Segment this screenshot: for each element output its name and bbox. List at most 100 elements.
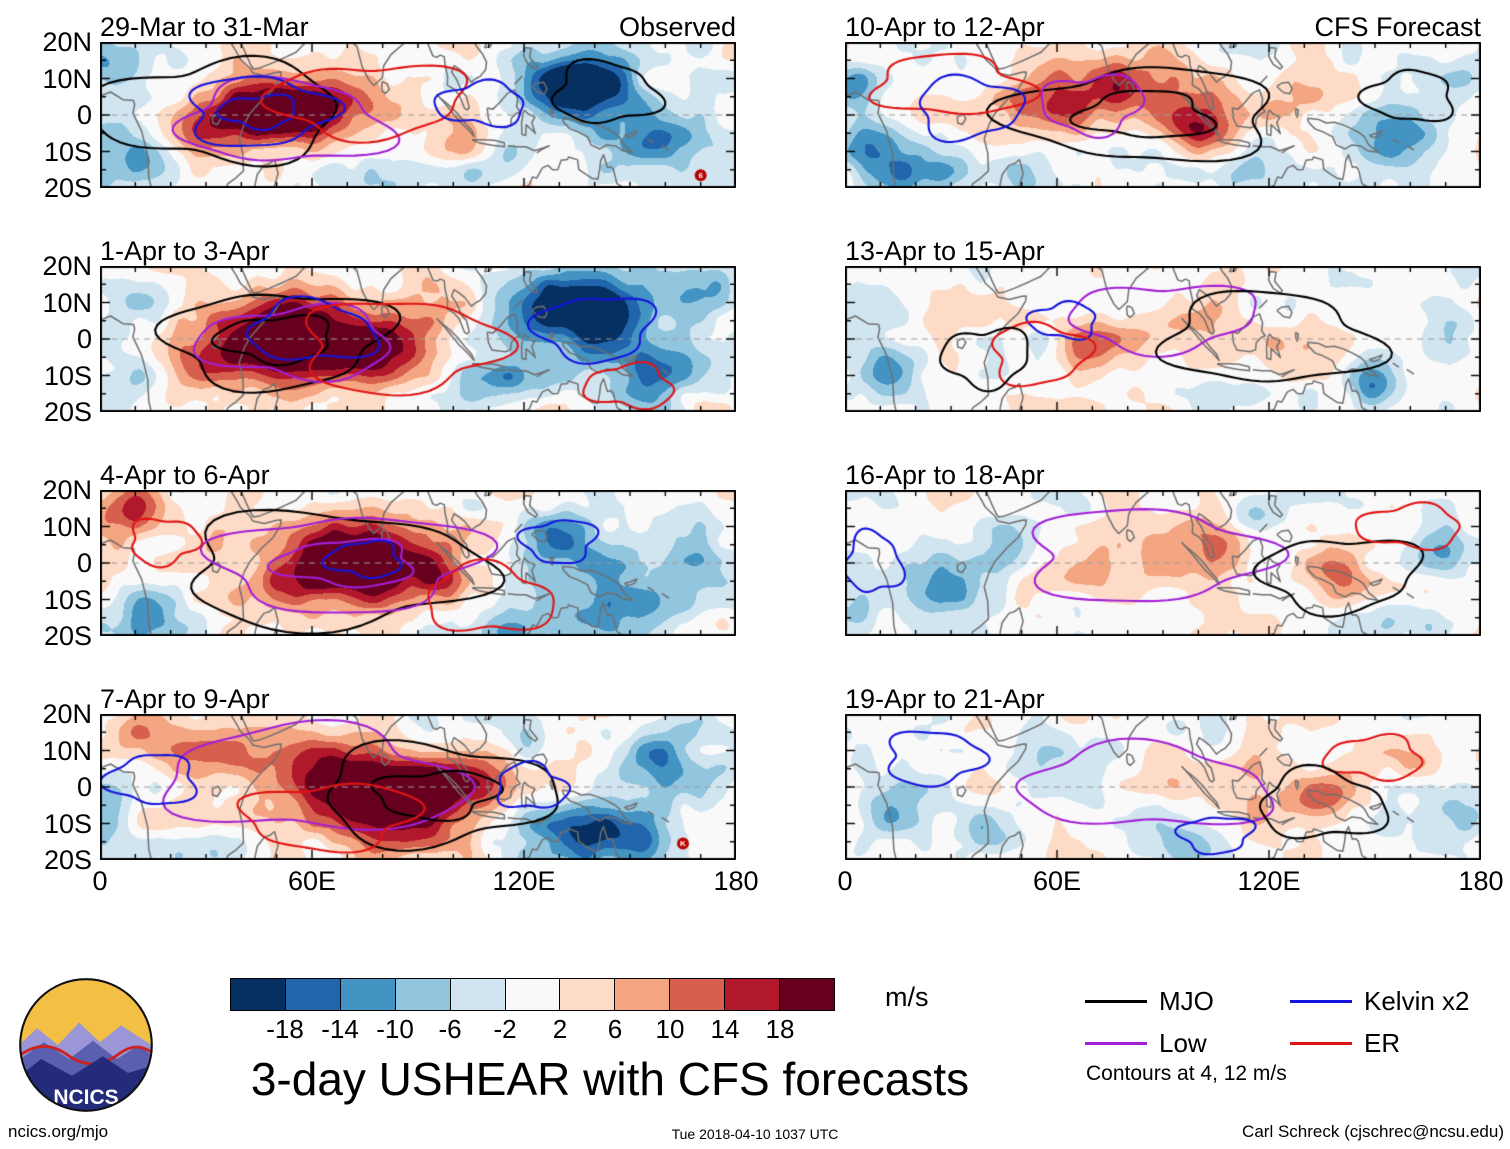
y-axis-label: 20S [43,397,92,427]
map-panel-canvas [100,266,736,412]
panel-title-row: 10-Apr to 12-Apr CFS Forecast [845,8,1481,42]
y-axis-label: 0 [76,100,92,130]
colorbar-segment [285,979,341,1010]
column-header-observed: Observed [618,12,736,42]
y-axis-label: 10S [43,136,92,167]
legend-item-er: ER [1290,1028,1495,1059]
colorbar-tick-label: 6 [607,1014,623,1044]
er-line-swatch [1290,1041,1352,1045]
contour-legend: MJO Kelvin x2 Low ER [1085,980,1505,1064]
map-panel-canvas [845,266,1481,412]
panel-title: 7-Apr to 9-Apr [100,684,270,714]
map-panel-canvas [100,714,736,860]
y-axis-label: 20S [43,621,92,651]
y-axis-label: 10N [42,511,92,542]
colorbar-tick-labels: -18 -14 -10 -6 -2 2 6 10 14 18 [230,1014,835,1044]
colorbar-tick-label: 2 [552,1014,568,1044]
panel-title-row: 19-Apr to 21-Apr [845,680,1481,714]
colorbar-unit-label: m/s [885,982,929,1012]
colorbar-segment [340,979,396,1010]
colorbar-segment [560,979,616,1010]
panel-title: 19-Apr to 21-Apr [845,684,1045,714]
x-axis-label: 0 [92,866,108,896]
legend-item-mjo: MJO [1085,986,1290,1017]
legend-label-mjo: MJO [1159,985,1214,1016]
panel-title-row: 16-Apr to 18-Apr [845,456,1481,490]
x-axis-label: 180 [713,866,759,896]
map-panel-canvas [845,42,1481,188]
column-header-forecast: CFS Forecast [1314,12,1481,42]
ncics-logo: NCICS [19,978,153,1112]
colorbar-tick-label: -6 [438,1014,462,1044]
map-panel-canvas [100,490,736,636]
legend-item-low: Low [1085,1028,1290,1059]
footer-url: ncics.org/mjo [8,1122,109,1141]
x-axis-label: 120E [492,866,556,896]
y-axis-label: 10S [43,808,92,839]
y-axis-label: 10S [43,360,92,391]
colorbar-segment [450,979,506,1010]
x-axis-label: 0 [837,866,853,896]
colorbar-segment [615,979,671,1010]
panel-title-row: 1-Apr to 3-Apr [100,232,736,266]
y-axis-label: 20N [42,251,92,281]
panel-title: 13-Apr to 15-Apr [845,236,1045,266]
colorbar-tick-label: -18 [266,1014,304,1044]
contour-levels-note: Contours at 4, 12 m/s [1086,1062,1287,1085]
colorbar-tick-label: -14 [321,1014,359,1044]
y-axis-label: 20N [42,27,92,57]
colorbar [230,978,835,1011]
colorbar-tick-label: 18 [765,1014,795,1044]
figure-title: 3-day USHEAR with CFS forecasts [250,1053,970,1105]
panel-title: 4-Apr to 6-Apr [100,460,270,490]
panel-title: 16-Apr to 18-Apr [845,460,1045,490]
colorbar-segment [231,979,286,1010]
panel-title: 29-Mar to 31-Mar [100,12,309,42]
footer-timestamp: Tue 2018-04-10 1037 UTC [671,1126,839,1142]
legend-label-low: Low [1159,1027,1207,1058]
y-axis-label: 20S [43,173,92,203]
map-panel-canvas [100,42,736,188]
panel-title-row: 13-Apr to 15-Apr [845,232,1481,266]
x-axis-label: 60E [1032,866,1082,896]
y-axis-label: 20S [43,845,92,875]
colorbar-segment [725,979,781,1010]
colorbar-tick-label: 14 [710,1014,740,1044]
panel-title-row: 29-Mar to 31-Mar Observed [100,8,736,42]
colorbar-segment [395,979,451,1010]
colorbar-tick-label: -2 [493,1014,517,1044]
legend-item-kelvin: Kelvin x2 [1290,986,1495,1017]
panel-title-row: 7-Apr to 9-Apr [100,680,736,714]
y-axis-label: 10N [42,63,92,94]
panel-title-row: 4-Apr to 6-Apr [100,456,736,490]
map-panel-canvas [845,714,1481,860]
x-axis-label: 120E [1237,866,1301,896]
x-axis-label: 180 [1458,866,1504,896]
y-axis-label: 0 [76,324,92,354]
colorbar-segment [505,979,561,1010]
y-axis-label: 10N [42,735,92,766]
colorbar-tick-label: -10 [376,1014,414,1044]
panel-title: 10-Apr to 12-Apr [845,12,1045,42]
colorbar-tick-label: 10 [655,1014,685,1044]
y-axis-label: 10N [42,287,92,318]
colorbar-segment [670,979,726,1010]
legend-label-er: ER [1364,1027,1401,1058]
panel-title: 1-Apr to 3-Apr [100,236,270,266]
map-panel-canvas [845,490,1481,636]
x-axis-label: 60E [287,866,337,896]
legend-label-kelvin: Kelvin x2 [1364,985,1470,1016]
y-axis-label: 0 [76,548,92,578]
y-axis-label: 20N [42,699,92,729]
low-line-swatch [1085,1041,1147,1045]
y-axis-label: 10S [43,584,92,615]
logo-ring [19,978,153,1112]
logo-text: NCICS [53,1086,118,1109]
footer-credit: Carl Schreck (cjschrec@ncsu.edu) [1242,1122,1504,1141]
y-axis-label: 0 [76,772,92,802]
kelvin-line-swatch [1290,999,1352,1003]
mjo-line-swatch [1085,999,1147,1003]
y-axis-label: 20N [42,475,92,505]
colorbar-segment [780,979,834,1010]
